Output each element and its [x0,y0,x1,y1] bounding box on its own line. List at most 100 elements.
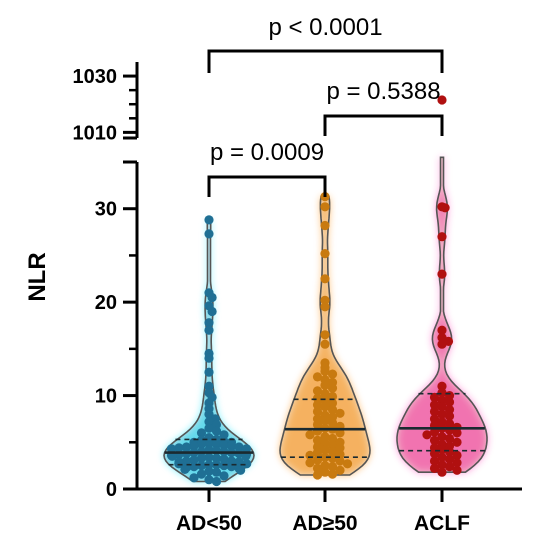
y-tick-label: 10 [95,386,117,408]
data-point [437,395,447,405]
data-point [196,439,207,449]
data-point [422,430,432,440]
data-point [429,427,440,437]
data-point [342,459,353,469]
data-point [452,450,462,460]
data-point [320,389,330,399]
data-point [327,469,338,479]
data-point [180,464,190,474]
y-tick-label: 30 [95,199,117,221]
data-point [437,460,447,470]
outlier-point [437,95,447,105]
data-point [327,398,338,408]
data-point [219,461,229,471]
data-point [335,443,345,453]
y-tick-label: 0 [106,479,117,501]
data-point [452,465,462,475]
data-point [437,339,447,349]
y-tick-label: 1010 [73,122,118,144]
data-point [204,367,214,377]
data-point [444,405,455,415]
data-point [312,435,323,445]
data-point [437,432,447,442]
data-point [204,318,214,328]
data-point [204,438,214,448]
data-point [444,433,455,444]
data-point [444,454,455,464]
data-point [312,393,323,403]
data-point [437,417,447,427]
data-point [312,386,323,396]
data-point [320,461,330,471]
data-point [312,470,323,480]
data-point [204,409,214,419]
data-point [437,467,447,477]
data-point [211,453,222,463]
data-point [211,476,222,487]
violin-group-3 [396,95,488,477]
data-point [437,452,447,462]
data-point [204,229,214,239]
data-point [320,274,330,284]
data-point [444,411,455,421]
data-point [320,432,330,442]
data-point [242,459,252,469]
data-point [437,402,447,412]
data-point [452,428,462,438]
data-point [320,380,330,390]
violin-group-1 [163,215,255,487]
data-point [437,388,447,398]
data-point [312,406,323,417]
data-point [327,383,338,393]
data-point [241,451,251,461]
data-point [452,458,462,468]
data-point [335,465,345,475]
data-point [211,426,222,436]
data-point [204,466,214,476]
data-point [196,469,207,479]
data-point [335,408,345,418]
data-point [444,447,455,457]
data-point [207,292,217,303]
data-point [174,443,184,453]
data-point [204,417,214,427]
data-point [452,437,462,447]
data-point [429,392,440,402]
x-category-label: AD<50 [176,512,242,535]
data-point [312,400,323,410]
data-point [327,453,338,463]
data-point [320,366,330,376]
data-point [320,295,330,305]
data-point [327,440,338,450]
data-point [305,458,315,468]
p-value-label: p = 0.5388 [326,78,440,105]
data-point [320,302,330,312]
data-point [320,330,330,340]
data-point [320,467,330,477]
data-point [440,203,450,213]
data-point [204,381,214,391]
data-point [312,419,323,430]
data-point [444,397,455,407]
data-point [196,453,207,463]
data-point [312,372,323,382]
data-point [189,441,199,451]
data-point [189,455,199,465]
y-tick-label: 1030 [73,66,118,88]
data-point [181,456,192,466]
comparison-bracket [207,175,327,197]
data-point [320,416,330,426]
data-point [305,430,315,440]
p-value-label: p = 0.0009 [210,139,324,166]
data-point [312,463,323,473]
p-value-label: p < 0.0001 [268,14,382,41]
data-point [437,325,447,335]
data-point [429,406,440,417]
data-point [211,439,222,449]
data-point [320,395,330,405]
y-axis-title: NLR [24,252,51,301]
data-point [234,442,244,452]
data-point [204,215,214,225]
data-point [181,442,192,452]
data-point [437,445,447,455]
